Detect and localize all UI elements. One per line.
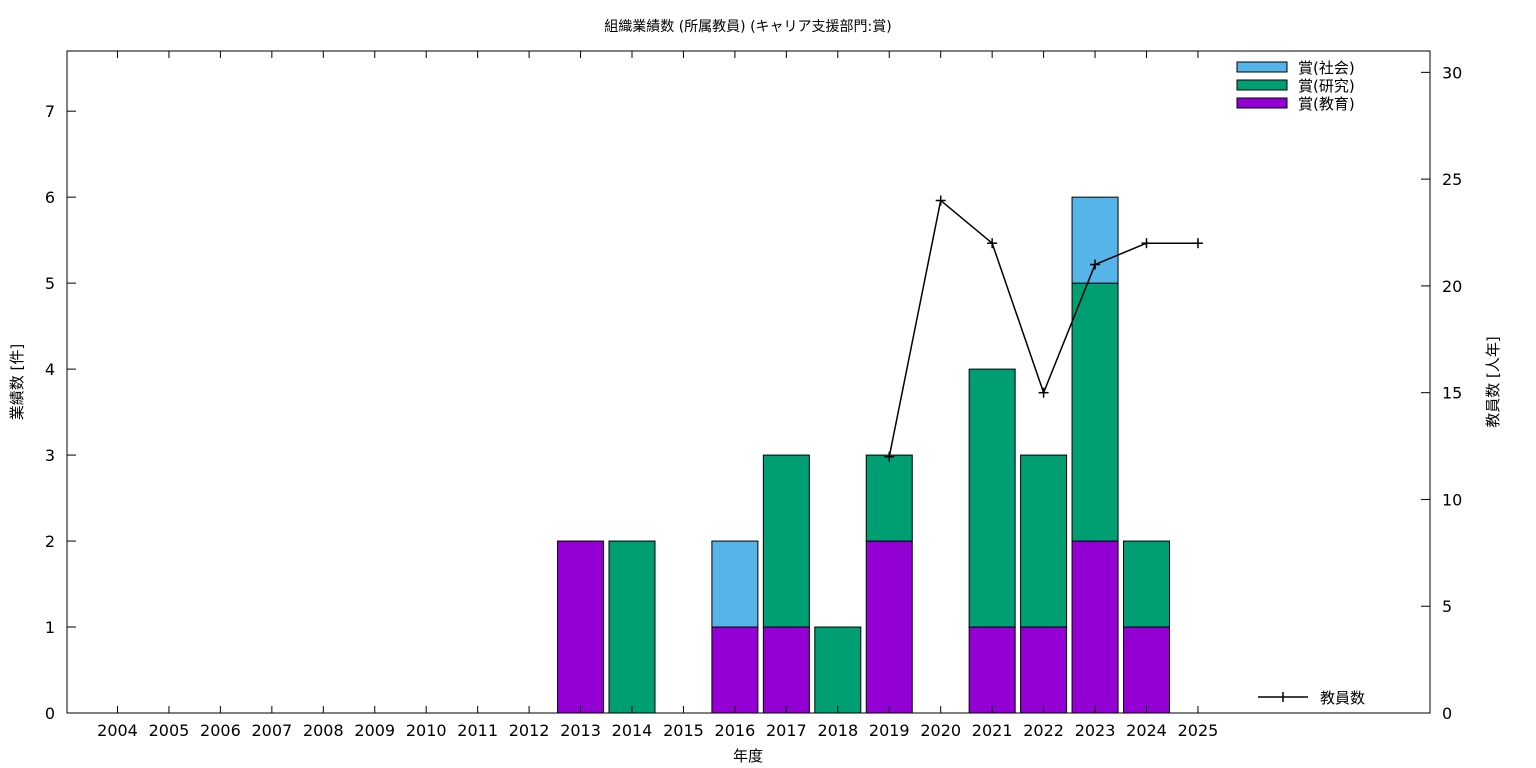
y2-tick-label: 5 [1442,597,1452,616]
line-series-教員数 [888,199,1198,457]
x-axis-title: 年度 [733,747,763,765]
legend: 賞(社会)賞(研究)賞(教育) 教員数 [1236,59,1365,707]
x-tick-label: 2012 [509,721,550,740]
bar-2023-賞(教育) [1071,540,1119,714]
bar-2023-賞(研究) [1071,282,1119,542]
y-tick-label: 4 [45,360,55,379]
line-point-2019 [884,451,895,462]
bars-layer [557,196,1170,714]
x-tick-label: 2025 [1178,721,1219,740]
y-tick-label: 1 [45,618,55,637]
bar-2024-賞(研究) [1123,540,1170,628]
bar-2019-賞(教育) [865,540,913,714]
x-tick-label: 2017 [766,721,807,740]
bar-2013-賞(教育) [557,540,605,714]
x-tick-label: 2016 [715,721,756,740]
x-tick-label: 2009 [354,721,395,740]
y-tick-label: 0 [45,704,55,723]
y2-tick-label: 20 [1442,277,1462,296]
x-tick-label: 2014 [612,721,653,740]
y-tick-label: 6 [45,188,55,207]
line-point-2024 [1141,238,1152,249]
y2-tick-label: 30 [1442,63,1462,82]
x-tick-label: 2018 [817,721,858,740]
x-tick-label: 2019 [869,721,910,740]
bar-2017-賞(教育) [762,626,810,714]
y-tick-label: 2 [45,532,55,551]
bar-2016-賞(教育) [711,626,759,714]
line-point-2021 [987,238,998,249]
x-tick-label: 2015 [663,721,704,740]
bar-2021-賞(教育) [968,626,1016,714]
line-point-2020 [935,195,946,206]
plot-frame [66,50,1431,714]
x-tick-label: 2006 [200,721,241,740]
x-tick-label: 2024 [1126,721,1167,740]
y-tick-label: 3 [45,446,55,465]
bar-2024-賞(教育) [1123,626,1170,714]
bar-2014-賞(研究) [608,540,656,714]
y2-axis-title: 教員数 [人年] [1484,336,1502,427]
legend-label: 教員数 [1320,689,1365,707]
x-tick-label: 2020 [920,721,961,740]
x-tick-label: 2010 [406,721,447,740]
bar-2022-賞(研究) [1020,454,1068,628]
y-axis-title: 業績数 [件] [8,344,26,420]
legend-label: 賞(社会) [1298,59,1355,77]
bar-2019-賞(研究) [865,454,913,542]
legend-swatch-賞(研究) [1236,79,1288,91]
y-tick-label: 7 [45,102,55,121]
y2-tick-label: 10 [1442,490,1462,509]
x-tick-label: 2022 [1023,721,1064,740]
legend-swatch-賞(教育) [1236,97,1288,109]
y2-tick-label: 0 [1442,704,1452,723]
bar-2018-賞(研究) [814,626,862,714]
y-tick-label: 5 [45,274,55,293]
x-tick-label: 2007 [251,721,292,740]
x-tick-label: 2021 [972,721,1013,740]
legend-label: 賞(研究) [1298,77,1355,95]
bar-2021-賞(研究) [968,368,1016,628]
bar-2022-賞(教育) [1020,626,1068,714]
legend-label: 賞(教育) [1298,95,1355,113]
x-tick-label: 2004 [97,721,138,740]
x-tick-label: 2005 [149,721,190,740]
y2-tick-label: 25 [1442,170,1462,189]
chart-title: 組織業績数 (所属教員) (キャリア支援部門:賞) [604,19,891,35]
x-tick-label: 2013 [560,721,601,740]
bar-2016-賞(社会) [711,540,759,628]
y2-tick-label: 15 [1442,384,1462,403]
line-point-2022 [1038,387,1049,398]
bar-2017-賞(研究) [762,454,810,628]
legend-swatch-賞(社会) [1236,61,1288,73]
line-layer [884,195,1203,462]
x-tick-label: 2023 [1075,721,1116,740]
x-tick-label: 2011 [457,721,498,740]
line-point-2025 [1192,238,1203,249]
bar-2023-賞(社会) [1071,196,1119,284]
line-point-2023 [1090,259,1101,270]
x-tick-label: 2008 [303,721,344,740]
